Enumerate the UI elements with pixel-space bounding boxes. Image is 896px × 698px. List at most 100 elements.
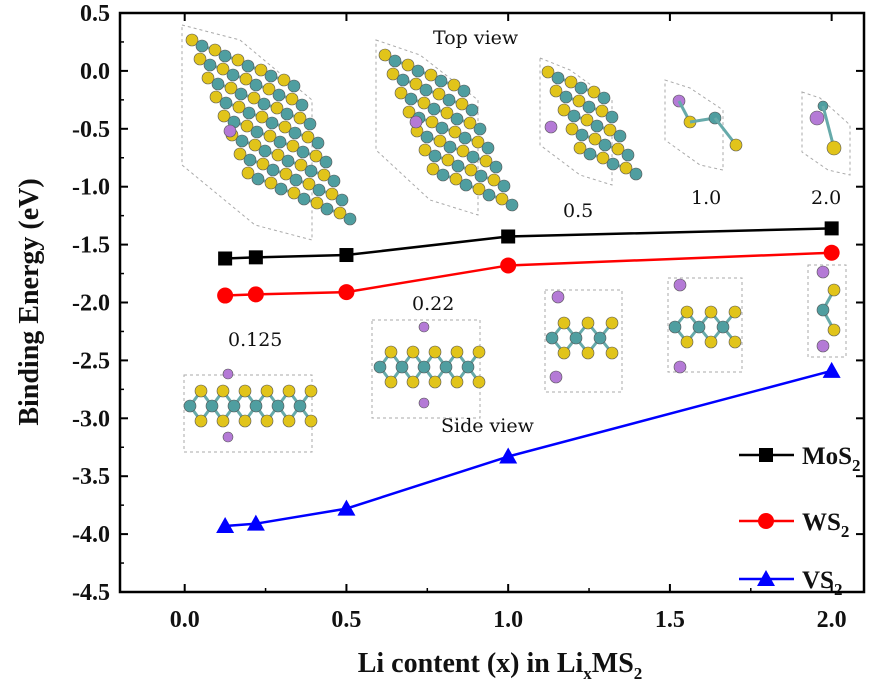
x-axis-title-sub-2: 2	[634, 664, 643, 683]
atom	[209, 90, 223, 104]
atom	[386, 67, 400, 81]
atom	[223, 124, 237, 138]
atom	[394, 86, 408, 100]
x-axis-title-ms: MS	[592, 648, 634, 679]
atom	[613, 129, 627, 143]
data-point-WS2	[500, 257, 517, 274]
atom	[495, 192, 509, 206]
atom	[247, 91, 261, 105]
y-tick-label: -4.5	[72, 580, 110, 606]
atom	[621, 148, 635, 162]
atom	[673, 360, 687, 374]
data-point-MoS2	[339, 248, 354, 263]
atom	[294, 158, 308, 172]
atom	[395, 360, 409, 374]
series-line-MoS2	[225, 227, 832, 260]
structure-label-0.5: 0.5	[563, 200, 593, 222]
atom	[463, 116, 477, 130]
atom	[285, 92, 299, 106]
atom	[219, 96, 233, 110]
atom	[254, 63, 268, 77]
atom	[296, 145, 310, 159]
atom	[619, 161, 633, 175]
cell-outline	[371, 319, 481, 419]
series-layer	[216, 221, 841, 533]
data-point-WS2	[823, 244, 840, 261]
atom	[260, 414, 274, 428]
atom	[401, 58, 415, 72]
atom	[816, 265, 830, 279]
legend-marker-MoS2	[759, 448, 773, 462]
atom	[234, 87, 248, 101]
atom	[409, 77, 423, 91]
atom	[420, 130, 434, 144]
atom	[264, 176, 278, 190]
atom	[557, 316, 571, 330]
atom	[549, 84, 563, 98]
atom	[241, 59, 255, 73]
atom	[440, 106, 454, 120]
atom	[434, 74, 448, 88]
legend-label-base: VS	[802, 567, 834, 594]
data-point-VS2	[337, 499, 356, 516]
atom	[288, 126, 302, 140]
atom	[451, 159, 465, 173]
atom	[277, 73, 291, 87]
legend-marker-WS2	[758, 513, 774, 529]
atom	[304, 164, 318, 178]
atom	[222, 431, 234, 443]
atom	[270, 101, 284, 115]
x-axis-title-sub-x: x	[583, 664, 592, 683]
atom	[193, 52, 207, 66]
cell-outline	[544, 289, 623, 393]
atom	[827, 323, 841, 337]
atom	[286, 139, 300, 153]
atom	[441, 153, 455, 167]
atom	[243, 153, 257, 167]
data-point-MoS2	[501, 229, 516, 244]
atom	[248, 138, 262, 152]
atom	[406, 375, 420, 389]
atom	[310, 196, 324, 210]
atom	[443, 140, 457, 154]
atom	[249, 399, 263, 413]
x-axis-title: Li content (x) in LixMS2	[358, 648, 643, 683]
atom	[409, 115, 423, 129]
atom	[606, 157, 620, 171]
atom	[418, 321, 430, 333]
atom	[567, 109, 581, 123]
atom	[302, 177, 316, 191]
atom	[472, 182, 486, 196]
atom	[185, 33, 199, 47]
atom	[505, 198, 519, 212]
atom	[411, 64, 425, 78]
atom	[590, 119, 604, 133]
atom	[194, 384, 208, 398]
legend-label-subscript: 2	[852, 456, 861, 475]
atom	[250, 125, 264, 139]
atom	[692, 320, 706, 334]
x-tick-label: 0.5	[331, 607, 361, 633]
atom	[424, 68, 438, 82]
atom	[218, 49, 232, 63]
atom	[603, 123, 617, 137]
atom	[541, 65, 555, 79]
atom	[450, 345, 464, 359]
atom	[205, 399, 219, 413]
atom	[583, 147, 597, 161]
atom	[227, 399, 241, 413]
atom	[605, 316, 619, 330]
atom	[274, 182, 288, 196]
atom	[704, 305, 718, 319]
atom	[303, 117, 317, 131]
atom	[557, 103, 571, 117]
atom	[194, 414, 208, 428]
atom	[427, 102, 441, 116]
atom	[255, 110, 269, 124]
atom	[287, 79, 301, 93]
atom	[402, 105, 416, 119]
atom	[680, 305, 694, 319]
atom	[549, 370, 563, 384]
legend-label-WS2: WS2	[802, 509, 849, 541]
